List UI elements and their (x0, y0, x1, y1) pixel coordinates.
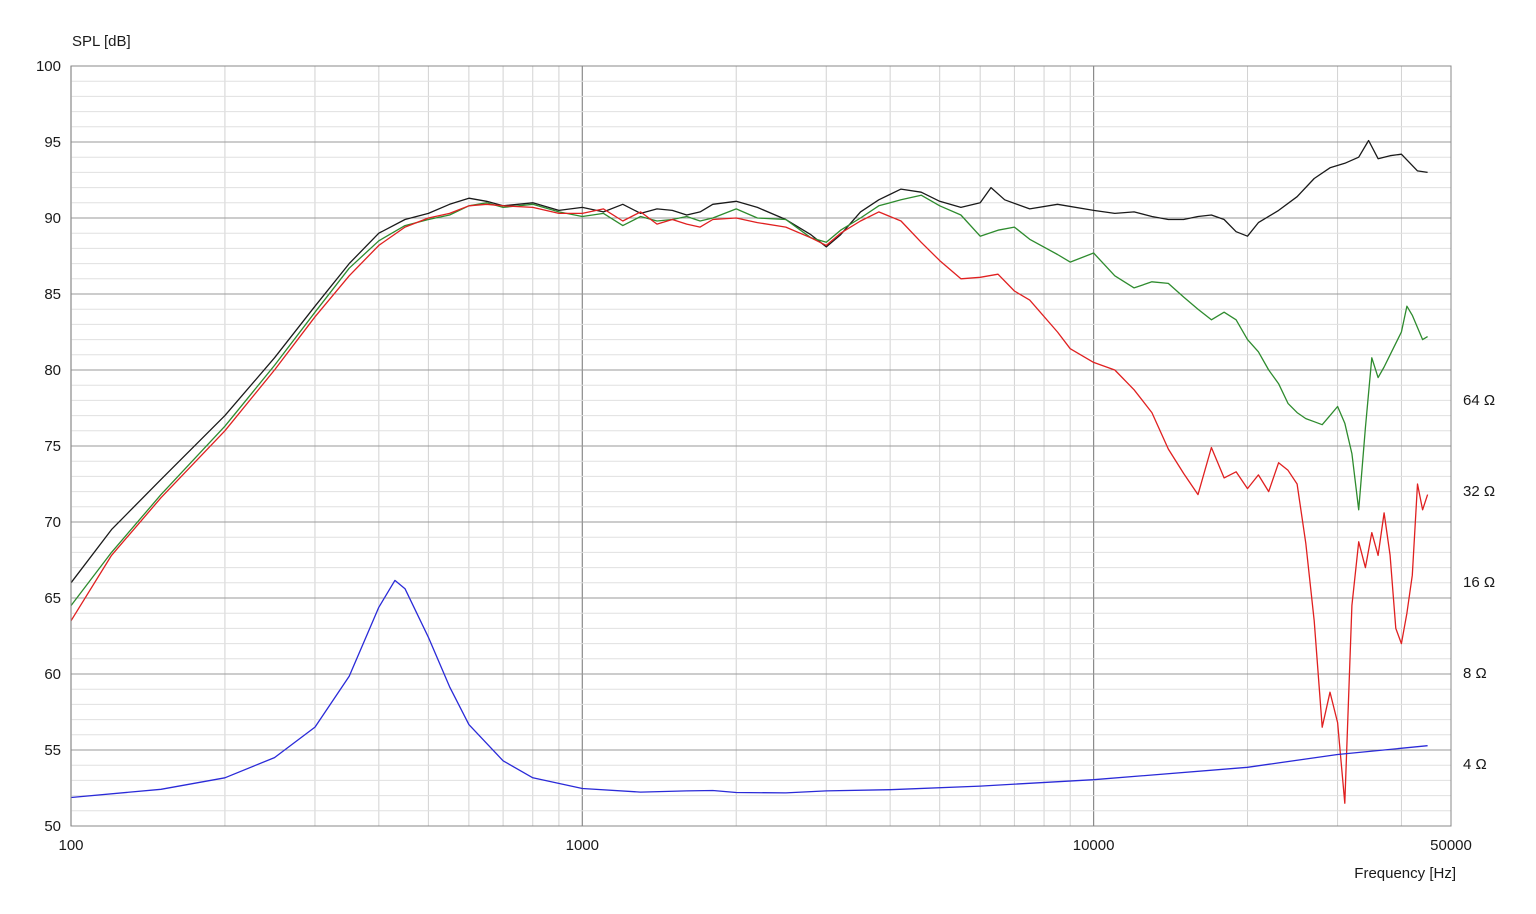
series-layer (70, 139, 1429, 804)
y-tick-label: 90 (44, 210, 61, 227)
y-tick-label: 70 (44, 514, 61, 531)
x-tick-label: 10000 (1073, 837, 1115, 854)
tick-labels: 50 55 60 65 70 75 80 85 90 95 100 100 1000 10000 50000… (36, 58, 1495, 854)
x-tick-label: 1000 (566, 837, 599, 854)
impedance-tick-label: 4 Ω (1463, 756, 1487, 773)
x-axis-label: Frequency [Hz] (1354, 865, 1456, 882)
y-tick-label: 50 (44, 818, 61, 835)
plot-frame (70, 65, 1452, 827)
impedance-tick-label: 8 Ω (1463, 665, 1487, 682)
y-tick-label: 85 (44, 286, 61, 303)
y-tick-label: 55 (44, 742, 61, 759)
y-tick-label: 65 (44, 590, 61, 607)
y-tick-label: 95 (44, 134, 61, 151)
x-tick-label: 50000 (1430, 837, 1472, 854)
impedance-tick-label: 16 Ω (1463, 574, 1495, 591)
series-line-0 (70, 139, 1428, 584)
y-tick-label: 60 (44, 666, 61, 683)
series-line-3 (70, 579, 1428, 799)
y-tick-label: 75 (44, 438, 61, 455)
impedance-tick-label: 32 Ω (1463, 483, 1495, 500)
series-line-2 (70, 203, 1429, 804)
impedance-tick-label: 64 Ω (1463, 392, 1495, 409)
y-tick-label: 80 (44, 362, 61, 379)
y-tick-label: 100 (36, 58, 61, 75)
x-tick-label: 100 (58, 837, 83, 854)
y-axis-label: SPL [dB] (72, 33, 131, 50)
